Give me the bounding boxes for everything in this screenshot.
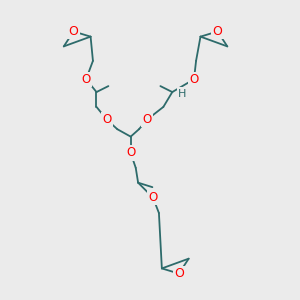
Text: O: O: [142, 113, 152, 126]
Text: O: O: [213, 25, 223, 38]
Text: O: O: [148, 191, 158, 204]
Text: O: O: [69, 25, 79, 38]
Text: O: O: [82, 73, 91, 86]
Text: O: O: [174, 267, 184, 280]
Text: O: O: [126, 146, 135, 160]
Text: O: O: [189, 73, 199, 86]
Text: O: O: [102, 113, 112, 126]
Text: H: H: [178, 88, 186, 98]
